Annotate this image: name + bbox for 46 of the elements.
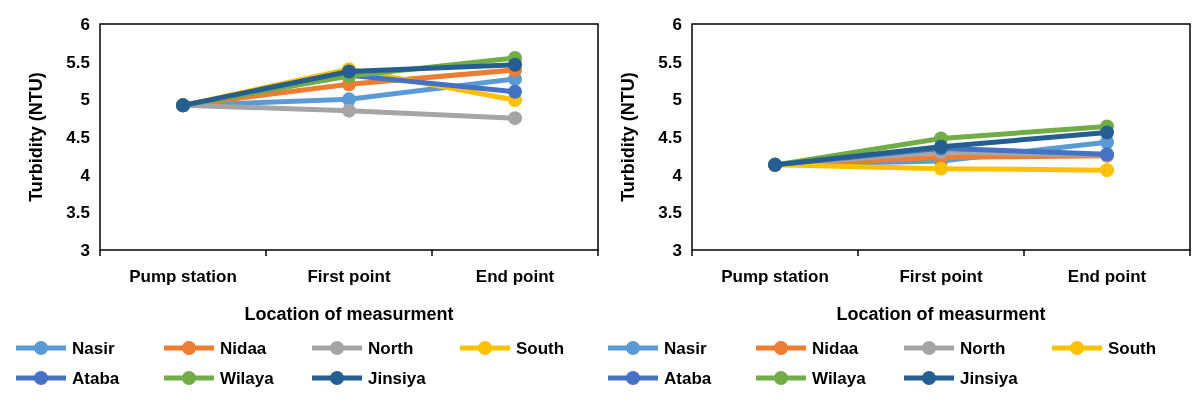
point xyxy=(508,57,522,72)
y-tick-label: 4 xyxy=(80,165,91,185)
point xyxy=(508,84,522,99)
y-tick-label: 6 xyxy=(80,14,90,34)
legend-label: Jinsiya xyxy=(960,368,1019,388)
legend-label: Wilaya xyxy=(220,368,275,388)
legend-label: Ataba xyxy=(72,368,120,388)
y-tick-label: 6 xyxy=(672,14,682,34)
legend-label: South xyxy=(516,338,565,358)
x-axis-title: Location of measurment xyxy=(836,304,1046,324)
legend-label: North xyxy=(368,338,414,358)
y-tick-label: 4.5 xyxy=(66,127,90,147)
y-tick-label: 5.5 xyxy=(66,52,90,72)
y-axis-title: Turbidity (NTU) xyxy=(26,72,46,202)
legend-label: Jinsiya xyxy=(368,368,427,388)
legend-label: Wilaya xyxy=(812,368,867,388)
legend-label: North xyxy=(960,338,1006,358)
y-tick-label: 3 xyxy=(672,240,682,260)
y-axis-title: Turbidity (NTU) xyxy=(618,72,638,202)
y-tick-label: 3.5 xyxy=(66,203,90,223)
y-tick-label: 5.5 xyxy=(658,52,682,72)
x-tick-label: First point xyxy=(899,267,983,286)
point xyxy=(1100,163,1114,178)
y-tick-label: 3 xyxy=(80,240,90,260)
legend-label: Nasir xyxy=(72,338,115,358)
y-tick-label: 5 xyxy=(80,90,90,110)
y-tick-label: 5 xyxy=(672,90,682,110)
legend-label: Nidaa xyxy=(812,338,859,358)
legend-label: South xyxy=(1108,338,1157,358)
legend-label: Ataba xyxy=(664,368,712,388)
point xyxy=(508,111,522,126)
x-tick-label: End point xyxy=(1067,267,1147,286)
legend-label: Nidaa xyxy=(220,338,267,358)
point xyxy=(934,161,948,176)
x-tick-label: Pump station xyxy=(129,267,237,286)
y-tick-label: 4.5 xyxy=(658,127,682,147)
x-axis-title: Location of measurment xyxy=(244,304,454,324)
legend-label: Nasir xyxy=(664,338,707,358)
y-tick-label: 3.5 xyxy=(658,203,682,223)
point xyxy=(1100,125,1114,140)
x-tick-label: First point xyxy=(307,267,391,286)
point xyxy=(342,103,356,118)
x-tick-label: End point xyxy=(475,267,555,286)
x-tick-label: Pump station xyxy=(721,267,829,286)
y-tick-label: 4 xyxy=(672,165,683,185)
point xyxy=(342,92,356,107)
